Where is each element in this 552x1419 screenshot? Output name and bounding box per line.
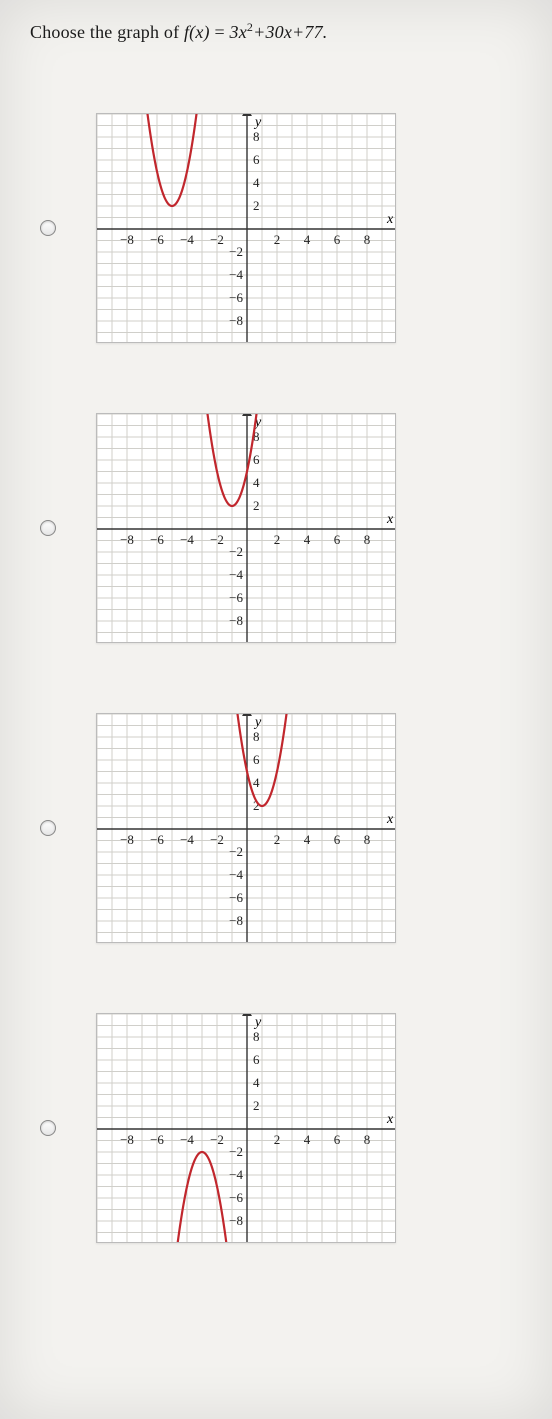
svg-text:6: 6 <box>253 152 260 167</box>
svg-text:−4: −4 <box>229 867 243 882</box>
graph: −8−6−4−22468−8−6−4−22468xy <box>97 714 396 943</box>
svg-text:−6: −6 <box>150 832 164 847</box>
svg-text:y: y <box>253 115 262 130</box>
svg-text:−6: −6 <box>150 232 164 247</box>
svg-text:−6: −6 <box>150 1132 164 1147</box>
svg-text:−6: −6 <box>229 290 243 305</box>
radio-option-c[interactable] <box>40 820 56 836</box>
svg-text:−2: −2 <box>229 1144 243 1159</box>
radio-option-d[interactable] <box>40 1120 56 1136</box>
svg-text:6: 6 <box>334 1132 341 1147</box>
svg-text:−4: −4 <box>180 532 194 547</box>
graph-wrap: −8−6−4−22468−8−6−4−22468xy <box>96 413 396 643</box>
svg-text:8: 8 <box>364 532 371 547</box>
graph: −8−6−4−22468−8−6−4−22468xy <box>97 1014 396 1243</box>
svg-text:−4: −4 <box>229 567 243 582</box>
svg-text:−8: −8 <box>229 313 243 328</box>
svg-text:x: x <box>386 812 394 827</box>
svg-text:−6: −6 <box>229 890 243 905</box>
prompt-func-lhs: f(x) <box>184 22 210 42</box>
option-row: −8−6−4−22468−8−6−4−22468xy <box>30 713 522 943</box>
svg-text:−4: −4 <box>180 1132 194 1147</box>
svg-text:−4: −4 <box>180 832 194 847</box>
svg-text:−8: −8 <box>229 613 243 628</box>
svg-text:−8: −8 <box>229 913 243 928</box>
option-row: −8−6−4−22468−8−6−4−22468xy <box>30 413 522 643</box>
svg-text:−2: −2 <box>210 532 224 547</box>
option-row: −8−6−4−22468−8−6−4−22468xy <box>30 113 522 343</box>
svg-text:2: 2 <box>253 198 260 213</box>
svg-text:2: 2 <box>274 532 281 547</box>
svg-text:−2: −2 <box>229 544 243 559</box>
svg-text:y: y <box>253 1015 262 1030</box>
svg-text:4: 4 <box>253 1075 260 1090</box>
graph-wrap: −8−6−4−22468−8−6−4−22468xy <box>96 713 396 943</box>
svg-text:x: x <box>386 212 394 227</box>
svg-text:4: 4 <box>253 475 260 490</box>
svg-text:−8: −8 <box>229 1213 243 1228</box>
graph: −8−6−4−22468−8−6−4−22468xy <box>97 114 396 343</box>
svg-text:4: 4 <box>304 532 311 547</box>
prompt-prefix: Choose the graph of <box>30 22 184 42</box>
svg-text:4: 4 <box>304 232 311 247</box>
svg-text:8: 8 <box>364 232 371 247</box>
svg-text:8: 8 <box>364 1132 371 1147</box>
svg-text:8: 8 <box>253 729 260 744</box>
radio-option-a[interactable] <box>40 220 56 236</box>
options-list: −8−6−4−22468−8−6−4−22468xy−8−6−4−22468−8… <box>30 113 522 1243</box>
svg-text:−2: −2 <box>210 1132 224 1147</box>
radio-option-b[interactable] <box>40 520 56 536</box>
question-prompt: Choose the graph of f(x) = 3x2+30x+77. <box>30 20 522 43</box>
svg-text:−8: −8 <box>120 1132 134 1147</box>
svg-text:8: 8 <box>364 832 371 847</box>
svg-text:2: 2 <box>274 1132 281 1147</box>
svg-text:6: 6 <box>253 752 260 767</box>
svg-text:4: 4 <box>304 832 311 847</box>
svg-text:−6: −6 <box>150 532 164 547</box>
svg-text:6: 6 <box>253 1052 260 1067</box>
svg-text:−2: −2 <box>210 832 224 847</box>
svg-text:−8: −8 <box>120 532 134 547</box>
svg-text:−4: −4 <box>180 232 194 247</box>
svg-text:−2: −2 <box>229 244 243 259</box>
svg-text:−8: −8 <box>120 232 134 247</box>
svg-text:−6: −6 <box>229 590 243 605</box>
svg-text:−6: −6 <box>229 1190 243 1205</box>
graph: −8−6−4−22468−8−6−4−22468xy <box>97 414 396 643</box>
svg-text:6: 6 <box>334 532 341 547</box>
svg-text:4: 4 <box>253 775 260 790</box>
option-row: −8−6−4−22468−8−6−4−22468xy <box>30 1013 522 1243</box>
svg-text:−8: −8 <box>120 832 134 847</box>
svg-text:−2: −2 <box>229 844 243 859</box>
prompt-rhs-a: 3x <box>230 22 247 42</box>
svg-text:2: 2 <box>274 832 281 847</box>
svg-text:8: 8 <box>253 1029 260 1044</box>
graph-wrap: −8−6−4−22468−8−6−4−22468xy <box>96 1013 396 1243</box>
svg-text:x: x <box>386 512 394 527</box>
svg-text:y: y <box>253 715 262 730</box>
svg-text:2: 2 <box>274 232 281 247</box>
svg-text:6: 6 <box>253 452 260 467</box>
graph-wrap: −8−6−4−22468−8−6−4−22468xy <box>96 113 396 343</box>
svg-text:8: 8 <box>253 129 260 144</box>
svg-text:6: 6 <box>334 232 341 247</box>
svg-text:−2: −2 <box>210 232 224 247</box>
svg-text:6: 6 <box>334 832 341 847</box>
svg-text:−4: −4 <box>229 267 243 282</box>
svg-text:−4: −4 <box>229 1167 243 1182</box>
page: Choose the graph of f(x) = 3x2+30x+77. −… <box>0 0 552 1419</box>
prompt-equals: = <box>210 22 230 42</box>
svg-text:4: 4 <box>253 175 260 190</box>
svg-text:2: 2 <box>253 498 260 513</box>
prompt-rhs-b: +30x+77. <box>253 22 327 42</box>
svg-text:2: 2 <box>253 1098 260 1113</box>
svg-text:4: 4 <box>304 1132 311 1147</box>
svg-text:x: x <box>386 1112 394 1127</box>
